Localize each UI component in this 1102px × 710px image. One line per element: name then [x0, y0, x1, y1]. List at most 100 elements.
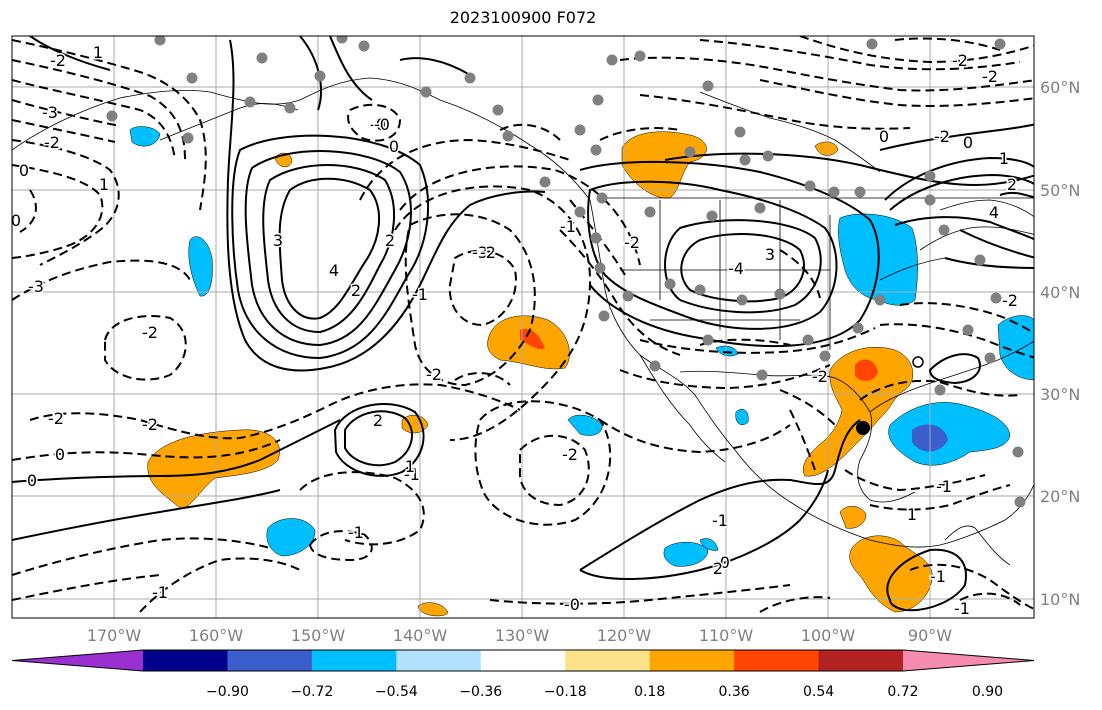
- contour-label: 0: [11, 211, 21, 230]
- contour-label: 4: [989, 203, 999, 222]
- shade-negative: [699, 538, 719, 551]
- lon-label-90w: 90°W: [908, 626, 952, 645]
- lon-label-140w: 140°W: [393, 626, 448, 645]
- contour-label: -0: [374, 115, 390, 134]
- contour-label: -2: [562, 445, 578, 464]
- contour-label: -1: [954, 599, 970, 618]
- shade-positive-strong: [520, 328, 545, 350]
- contour-label: -2: [142, 415, 158, 434]
- station-dot: [874, 294, 886, 306]
- shaded-areas: [129, 126, 1034, 617]
- contour-label: 0: [55, 445, 65, 464]
- shade-positive: [417, 602, 449, 617]
- colorbar-tick-label: 0.90: [972, 684, 1003, 700]
- colorbar-tick-label: −0.18: [544, 684, 587, 700]
- station-dot: [990, 292, 1002, 304]
- lat-label-10: 10°N: [1040, 590, 1080, 609]
- station-dot: [734, 126, 746, 138]
- colorbar-tick-label: 0.36: [719, 684, 750, 700]
- contour-label: -3: [28, 277, 44, 296]
- lon-label-100w: 100°W: [801, 626, 856, 645]
- lon-label-130w: 130°W: [495, 626, 550, 645]
- station-dot: [314, 70, 326, 82]
- station-dot: [819, 350, 831, 362]
- colorbar-swatch: [311, 650, 397, 671]
- contour-label: -1: [404, 465, 420, 484]
- shade-positive: [147, 429, 280, 509]
- contour-label: -2: [1002, 291, 1018, 310]
- shade-negative: [997, 315, 1034, 381]
- station-dot: [590, 232, 602, 244]
- contour-label: -1: [412, 285, 428, 304]
- colorbar-swatch: [143, 650, 228, 671]
- station-dot: [606, 54, 618, 66]
- shade-positive: [839, 506, 867, 529]
- station-dot: [186, 72, 198, 84]
- contour-label: 0: [19, 161, 29, 180]
- colorbar-swatch: [396, 650, 482, 671]
- station-markers: [106, 36, 1026, 508]
- station-dot: [622, 290, 634, 302]
- station-dot: [924, 170, 936, 182]
- contour-label: 1: [907, 505, 917, 524]
- station-dot: [284, 102, 296, 114]
- lat-label-40: 40°N: [1040, 283, 1080, 302]
- station-dot: [358, 40, 370, 52]
- station-dot: [336, 36, 348, 44]
- station-dot: [420, 86, 432, 98]
- shade-positive: [803, 346, 914, 477]
- lon-label-170w: 170°W: [87, 626, 142, 645]
- shade-positive: [814, 141, 839, 156]
- shade-positive: [401, 414, 429, 434]
- contour-label: -1: [936, 477, 952, 496]
- shade-negative: [735, 409, 749, 425]
- contour-label: 4: [329, 261, 339, 280]
- lat-label-60: 60°N: [1040, 78, 1080, 97]
- station-dot: [739, 154, 751, 166]
- contour-label: -2: [142, 323, 158, 342]
- station-dot: [702, 334, 714, 346]
- solid-contours: [12, 36, 1034, 612]
- station-dot: [464, 72, 476, 84]
- lon-label-160w: 160°W: [189, 626, 244, 645]
- station-dot: [182, 132, 194, 144]
- station-dot: [804, 180, 816, 192]
- lon-label-150w: 150°W: [291, 626, 346, 645]
- shade-negative: [715, 345, 739, 357]
- contour-label: -0: [714, 553, 730, 572]
- contour-label: 2: [385, 231, 395, 250]
- station-dot: [256, 52, 268, 64]
- colorbar-tick-label: 0.72: [887, 684, 918, 700]
- contour-label: -2: [934, 127, 950, 146]
- storm-secondary-marker: [912, 356, 924, 368]
- colorbar: [11, 649, 1035, 672]
- contour-label: -1: [930, 567, 946, 586]
- station-dot: [502, 130, 514, 142]
- colorbar-swatch: [480, 650, 566, 671]
- station-dot: [644, 206, 656, 218]
- contour-label: 3: [765, 245, 775, 264]
- station-dot: [774, 288, 786, 300]
- lon-label-120w: 120°W: [597, 626, 652, 645]
- contour-label: 3: [273, 231, 283, 250]
- contour-label: -3: [42, 103, 58, 122]
- colorbar-tick-label: −0.54: [375, 684, 418, 700]
- lat-label-30: 30°N: [1040, 385, 1080, 404]
- station-dot: [706, 210, 718, 222]
- map-frame: [11, 35, 1035, 619]
- contour-label: 0: [879, 127, 889, 146]
- station-dot: [754, 202, 766, 214]
- contour-label: -3: [472, 243, 488, 262]
- station-dot: [1012, 446, 1024, 458]
- station-dot: [492, 104, 504, 116]
- station-dot: [702, 80, 714, 92]
- colorbar-swatch: [649, 650, 735, 671]
- lat-label-50: 50°N: [1040, 181, 1080, 200]
- colorbar-tick-label: 0.54: [803, 684, 834, 700]
- lat-label-20: 20°N: [1040, 487, 1080, 506]
- latitude-labels: 60°N 50°N 40°N 30°N 20°N 10°N: [1040, 78, 1080, 609]
- lon-label-110w: 110°W: [699, 626, 754, 645]
- colorbar-tick-label: −0.72: [290, 684, 333, 700]
